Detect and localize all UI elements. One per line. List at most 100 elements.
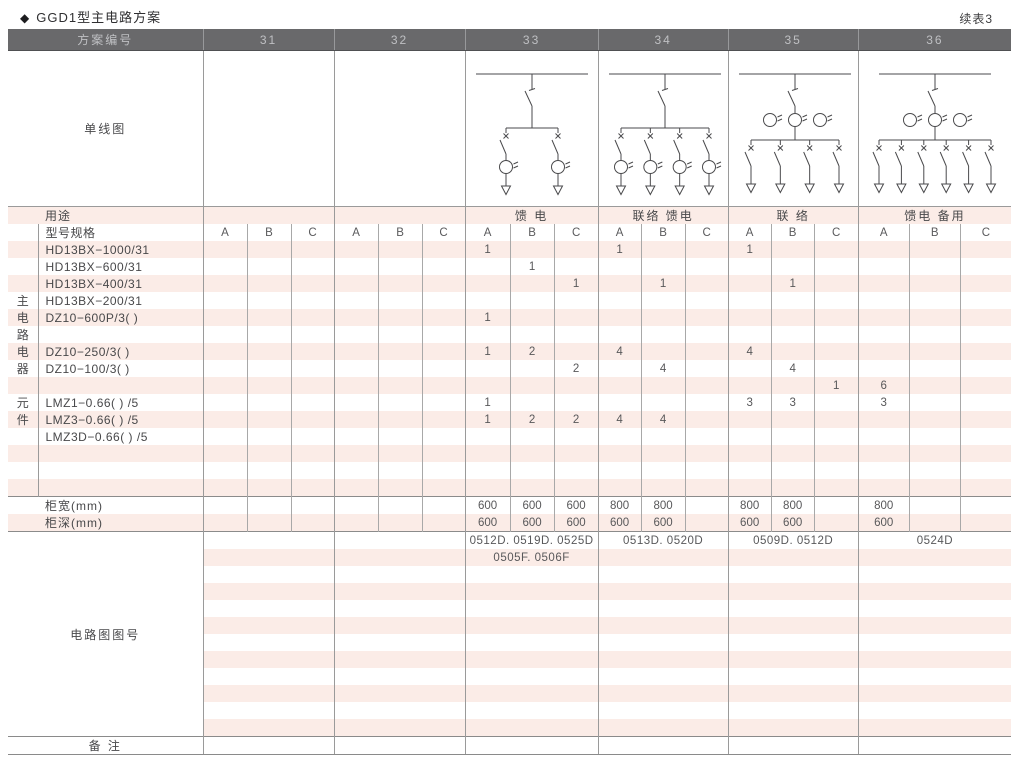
sub-column-header: A — [464, 224, 511, 241]
qty-cell — [857, 343, 910, 360]
group-vertical-char — [8, 377, 39, 394]
qty-cell — [246, 292, 292, 309]
sub-column-header: A — [857, 224, 910, 241]
qty-cell — [959, 411, 1012, 428]
dimension-cell — [908, 496, 961, 514]
qty-cell — [813, 462, 859, 479]
qty-cell — [908, 326, 961, 343]
qty-cell — [290, 411, 335, 428]
circuit-number-cell — [597, 719, 729, 737]
qty-cell — [377, 275, 423, 292]
qty-cell — [333, 411, 379, 428]
qty-cell — [202, 377, 248, 394]
qty-cell — [290, 394, 335, 411]
remark-cell — [464, 736, 599, 755]
qty-cell: 2 — [509, 411, 555, 428]
qty-cell — [813, 326, 859, 343]
qty-cell: 1 — [464, 411, 511, 428]
qty-cell — [684, 241, 729, 258]
qty-cell — [202, 309, 248, 326]
circuit-number-cell — [333, 531, 466, 549]
component-label: LMZ3−0.66( ) /5 — [38, 411, 204, 428]
qty-cell — [727, 462, 772, 479]
dimension-cell — [377, 514, 423, 532]
qty-cell — [684, 377, 729, 394]
qty-cell — [421, 360, 466, 377]
circuit-number-cell — [464, 617, 599, 634]
circuit-number-cell: 0513D. 0520D — [597, 531, 729, 549]
remark-cell — [333, 736, 466, 755]
dimension-cell: 600 — [553, 496, 599, 514]
cabinet-width-label: 柜宽(mm) — [8, 496, 204, 514]
component-label — [38, 377, 204, 394]
qty-cell — [770, 445, 815, 462]
dimension-cell: 600 — [770, 514, 815, 532]
qty-cell — [202, 241, 248, 258]
qty-cell — [640, 292, 686, 309]
dimension-cell — [813, 514, 859, 532]
qty-cell — [290, 292, 335, 309]
group-vertical-char — [8, 462, 39, 479]
circuit-number-cell — [727, 617, 859, 634]
qty-cell — [684, 462, 729, 479]
qty-cell — [202, 411, 248, 428]
qty-cell: 1 — [553, 275, 599, 292]
sub-column-header: B — [770, 224, 815, 241]
group-vertical-char — [8, 275, 39, 292]
qty-cell — [727, 275, 772, 292]
circuit-number-row — [8, 719, 1012, 737]
circuit-number-cell — [464, 566, 599, 583]
circuit-number-row — [8, 566, 1012, 583]
qty-cell — [727, 258, 772, 275]
qty-cell — [333, 428, 379, 445]
circuit-number-cell — [597, 600, 729, 617]
circuit-number-cell — [464, 702, 599, 719]
qty-cell — [857, 292, 910, 309]
qty-cell — [377, 241, 423, 258]
qty-cell — [727, 309, 772, 326]
component-row: 件 LMZ3−0.66( ) /5 1 2 2 4 4 — [8, 411, 1012, 428]
qty-cell — [421, 411, 466, 428]
dimension-cell: 600 — [509, 496, 555, 514]
qty-cell — [640, 309, 686, 326]
dimension-cell — [246, 514, 292, 532]
scheme-column-header: 32 — [333, 29, 466, 51]
qty-cell — [727, 292, 772, 309]
qty-cell — [857, 462, 910, 479]
qty-cell — [597, 394, 642, 411]
qty-cell — [684, 479, 729, 497]
qty-cell — [813, 360, 859, 377]
circuit-number-row: 0505F. 0506F — [8, 549, 1012, 566]
circuit-number-cell — [464, 600, 599, 617]
qty-cell — [333, 360, 379, 377]
qty-cell — [553, 241, 599, 258]
circuit-number-cell — [727, 668, 859, 685]
qty-cell — [464, 258, 511, 275]
group-vertical-char — [8, 241, 39, 258]
qty-cell — [509, 445, 555, 462]
qty-cell — [246, 343, 292, 360]
single-line-diagram-34 — [608, 73, 721, 196]
qty-cell — [727, 428, 772, 445]
circuit-number-cell — [333, 583, 466, 600]
dimension-cell: 800 — [597, 496, 642, 514]
circuit-number-cell — [202, 719, 335, 737]
qty-cell — [684, 292, 729, 309]
circuit-number-cell: 0509D. 0512D — [727, 531, 859, 549]
component-row: 电 DZ10−250/3( ) 1 2 4 4 — [8, 343, 1012, 360]
dimension-cell: 600 — [464, 496, 511, 514]
qty-cell — [333, 275, 379, 292]
sub-column-header: B — [640, 224, 686, 241]
qty-cell — [959, 445, 1012, 462]
qty-cell — [333, 258, 379, 275]
spec-row: 型号规格 A B C A B C A B C A B C A B C A B C — [8, 224, 1012, 241]
qty-cell — [421, 326, 466, 343]
circuit-number-cell: 0524D — [857, 531, 1012, 549]
dimension-cell — [246, 496, 292, 514]
qty-cell — [597, 258, 642, 275]
usage-cell: 联络 馈电 — [597, 206, 729, 224]
qty-cell — [770, 241, 815, 258]
qty-cell — [290, 326, 335, 343]
qty-cell — [684, 445, 729, 462]
dimension-cell — [684, 514, 729, 532]
